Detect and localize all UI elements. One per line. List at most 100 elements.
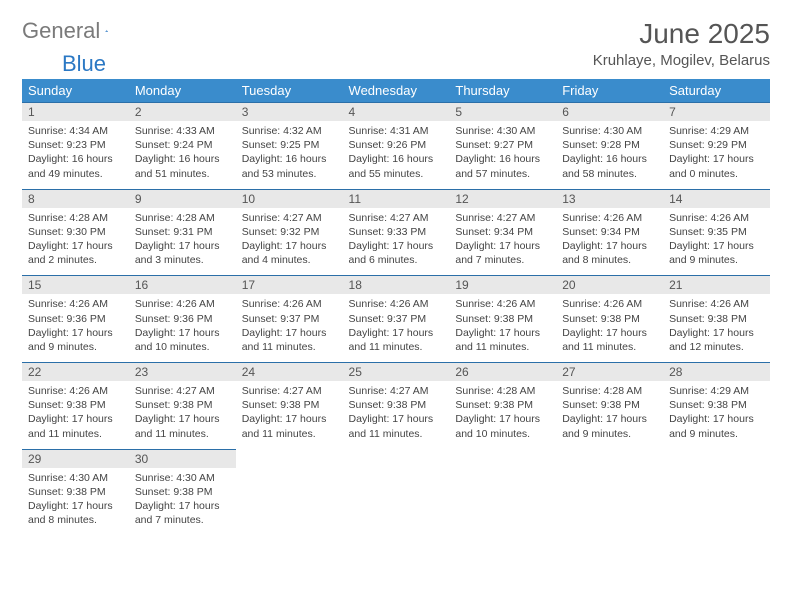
calendar-day-cell: 19Sunrise: 4:26 AMSunset: 9:38 PMDayligh… bbox=[449, 275, 556, 362]
calendar-day-cell: 2Sunrise: 4:33 AMSunset: 9:24 PMDaylight… bbox=[129, 102, 236, 189]
calendar-day-cell: 8Sunrise: 4:28 AMSunset: 9:30 PMDaylight… bbox=[22, 189, 129, 276]
day-details: Sunrise: 4:26 AMSunset: 9:36 PMDaylight:… bbox=[22, 294, 129, 362]
day-details: Sunrise: 4:29 AMSunset: 9:29 PMDaylight:… bbox=[663, 121, 770, 189]
calendar-day-cell: 24Sunrise: 4:27 AMSunset: 9:38 PMDayligh… bbox=[236, 362, 343, 449]
calendar-day-cell: 3Sunrise: 4:32 AMSunset: 9:25 PMDaylight… bbox=[236, 102, 343, 189]
day-details: Sunrise: 4:30 AMSunset: 9:27 PMDaylight:… bbox=[449, 121, 556, 189]
day-number: 19 bbox=[449, 275, 556, 294]
day-details: Sunrise: 4:28 AMSunset: 9:38 PMDaylight:… bbox=[556, 381, 663, 449]
month-title: June 2025 bbox=[593, 18, 770, 50]
calendar-day-cell: 29Sunrise: 4:30 AMSunset: 9:38 PMDayligh… bbox=[22, 449, 129, 536]
day-details: Sunrise: 4:31 AMSunset: 9:26 PMDaylight:… bbox=[343, 121, 450, 189]
calendar-week-row: 15Sunrise: 4:26 AMSunset: 9:36 PMDayligh… bbox=[22, 275, 770, 362]
day-number: 16 bbox=[129, 275, 236, 294]
weekday-header: Monday bbox=[129, 79, 236, 102]
day-number: 27 bbox=[556, 362, 663, 381]
calendar-day-cell: 27Sunrise: 4:28 AMSunset: 9:38 PMDayligh… bbox=[556, 362, 663, 449]
day-details: Sunrise: 4:34 AMSunset: 9:23 PMDaylight:… bbox=[22, 121, 129, 189]
calendar-day-cell: 13Sunrise: 4:26 AMSunset: 9:34 PMDayligh… bbox=[556, 189, 663, 276]
day-number: 3 bbox=[236, 102, 343, 121]
weekday-header: Sunday bbox=[22, 79, 129, 102]
day-number: 1 bbox=[22, 102, 129, 121]
day-details: Sunrise: 4:27 AMSunset: 9:34 PMDaylight:… bbox=[449, 208, 556, 276]
day-number: 17 bbox=[236, 275, 343, 294]
day-number: 12 bbox=[449, 189, 556, 208]
day-details: Sunrise: 4:26 AMSunset: 9:34 PMDaylight:… bbox=[556, 208, 663, 276]
day-number: 23 bbox=[129, 362, 236, 381]
calendar-day-cell: 6Sunrise: 4:30 AMSunset: 9:28 PMDaylight… bbox=[556, 102, 663, 189]
location: Kruhlaye, Mogilev, Belarus bbox=[593, 52, 770, 69]
day-details: Sunrise: 4:28 AMSunset: 9:30 PMDaylight:… bbox=[22, 208, 129, 276]
logo-text-blue: Blue bbox=[62, 51, 106, 77]
calendar-day-cell: 25Sunrise: 4:27 AMSunset: 9:38 PMDayligh… bbox=[343, 362, 450, 449]
day-details: Sunrise: 4:27 AMSunset: 9:38 PMDaylight:… bbox=[343, 381, 450, 449]
day-number: 5 bbox=[449, 102, 556, 121]
day-number: 20 bbox=[556, 275, 663, 294]
day-number: 8 bbox=[22, 189, 129, 208]
calendar-day-cell: 10Sunrise: 4:27 AMSunset: 9:32 PMDayligh… bbox=[236, 189, 343, 276]
calendar-day-cell: 11Sunrise: 4:27 AMSunset: 9:33 PMDayligh… bbox=[343, 189, 450, 276]
day-number: 7 bbox=[663, 102, 770, 121]
weekday-header-row: SundayMondayTuesdayWednesdayThursdayFrid… bbox=[22, 79, 770, 102]
day-details: Sunrise: 4:27 AMSunset: 9:33 PMDaylight:… bbox=[343, 208, 450, 276]
weekday-header: Tuesday bbox=[236, 79, 343, 102]
calendar-table: SundayMondayTuesdayWednesdayThursdayFrid… bbox=[22, 79, 770, 535]
day-number: 13 bbox=[556, 189, 663, 208]
day-details: Sunrise: 4:30 AMSunset: 9:38 PMDaylight:… bbox=[129, 468, 236, 536]
weekday-header: Saturday bbox=[663, 79, 770, 102]
day-details: Sunrise: 4:26 AMSunset: 9:38 PMDaylight:… bbox=[663, 294, 770, 362]
day-number: 4 bbox=[343, 102, 450, 121]
day-details: Sunrise: 4:27 AMSunset: 9:38 PMDaylight:… bbox=[129, 381, 236, 449]
day-number: 10 bbox=[236, 189, 343, 208]
calendar-day-cell: 26Sunrise: 4:28 AMSunset: 9:38 PMDayligh… bbox=[449, 362, 556, 449]
calendar-week-row: 29Sunrise: 4:30 AMSunset: 9:38 PMDayligh… bbox=[22, 449, 770, 536]
calendar-day-cell: 20Sunrise: 4:26 AMSunset: 9:38 PMDayligh… bbox=[556, 275, 663, 362]
day-number: 28 bbox=[663, 362, 770, 381]
day-details: Sunrise: 4:30 AMSunset: 9:28 PMDaylight:… bbox=[556, 121, 663, 189]
day-number: 9 bbox=[129, 189, 236, 208]
day-number: 11 bbox=[343, 189, 450, 208]
day-details: Sunrise: 4:33 AMSunset: 9:24 PMDaylight:… bbox=[129, 121, 236, 189]
calendar-day-cell: 7Sunrise: 4:29 AMSunset: 9:29 PMDaylight… bbox=[663, 102, 770, 189]
day-details: Sunrise: 4:26 AMSunset: 9:38 PMDaylight:… bbox=[22, 381, 129, 449]
day-details: Sunrise: 4:26 AMSunset: 9:37 PMDaylight:… bbox=[236, 294, 343, 362]
day-details: Sunrise: 4:26 AMSunset: 9:35 PMDaylight:… bbox=[663, 208, 770, 276]
calendar-week-row: 8Sunrise: 4:28 AMSunset: 9:30 PMDaylight… bbox=[22, 189, 770, 276]
calendar-day-cell: 9Sunrise: 4:28 AMSunset: 9:31 PMDaylight… bbox=[129, 189, 236, 276]
day-number: 24 bbox=[236, 362, 343, 381]
day-details: Sunrise: 4:26 AMSunset: 9:37 PMDaylight:… bbox=[343, 294, 450, 362]
calendar-day-cell: 16Sunrise: 4:26 AMSunset: 9:36 PMDayligh… bbox=[129, 275, 236, 362]
day-details: Sunrise: 4:30 AMSunset: 9:38 PMDaylight:… bbox=[22, 468, 129, 536]
calendar-day-cell: .. bbox=[236, 449, 343, 536]
day-number: 18 bbox=[343, 275, 450, 294]
calendar-day-cell: .. bbox=[449, 449, 556, 536]
day-number: 21 bbox=[663, 275, 770, 294]
header: General June 2025 Kruhlaye, Mogilev, Bel… bbox=[22, 18, 770, 69]
calendar-day-cell: 21Sunrise: 4:26 AMSunset: 9:38 PMDayligh… bbox=[663, 275, 770, 362]
day-details: Sunrise: 4:26 AMSunset: 9:38 PMDaylight:… bbox=[449, 294, 556, 362]
day-details: Sunrise: 4:27 AMSunset: 9:32 PMDaylight:… bbox=[236, 208, 343, 276]
calendar-week-row: 22Sunrise: 4:26 AMSunset: 9:38 PMDayligh… bbox=[22, 362, 770, 449]
logo-text-grey: General bbox=[22, 18, 100, 44]
day-number: 30 bbox=[129, 449, 236, 468]
weekday-header: Friday bbox=[556, 79, 663, 102]
calendar-day-cell: .. bbox=[343, 449, 450, 536]
calendar-day-cell: 15Sunrise: 4:26 AMSunset: 9:36 PMDayligh… bbox=[22, 275, 129, 362]
day-number: 15 bbox=[22, 275, 129, 294]
day-details: Sunrise: 4:29 AMSunset: 9:38 PMDaylight:… bbox=[663, 381, 770, 449]
calendar-day-cell: 18Sunrise: 4:26 AMSunset: 9:37 PMDayligh… bbox=[343, 275, 450, 362]
calendar-day-cell: .. bbox=[663, 449, 770, 536]
day-details: Sunrise: 4:26 AMSunset: 9:36 PMDaylight:… bbox=[129, 294, 236, 362]
calendar-day-cell: 14Sunrise: 4:26 AMSunset: 9:35 PMDayligh… bbox=[663, 189, 770, 276]
calendar-body: 1Sunrise: 4:34 AMSunset: 9:23 PMDaylight… bbox=[22, 102, 770, 535]
weekday-header: Wednesday bbox=[343, 79, 450, 102]
day-number: 25 bbox=[343, 362, 450, 381]
calendar-day-cell: 12Sunrise: 4:27 AMSunset: 9:34 PMDayligh… bbox=[449, 189, 556, 276]
calendar-day-cell: 4Sunrise: 4:31 AMSunset: 9:26 PMDaylight… bbox=[343, 102, 450, 189]
weekday-header: Thursday bbox=[449, 79, 556, 102]
day-details: Sunrise: 4:32 AMSunset: 9:25 PMDaylight:… bbox=[236, 121, 343, 189]
day-number: 14 bbox=[663, 189, 770, 208]
calendar-day-cell: 17Sunrise: 4:26 AMSunset: 9:37 PMDayligh… bbox=[236, 275, 343, 362]
day-details: Sunrise: 4:27 AMSunset: 9:38 PMDaylight:… bbox=[236, 381, 343, 449]
calendar-week-row: 1Sunrise: 4:34 AMSunset: 9:23 PMDaylight… bbox=[22, 102, 770, 189]
